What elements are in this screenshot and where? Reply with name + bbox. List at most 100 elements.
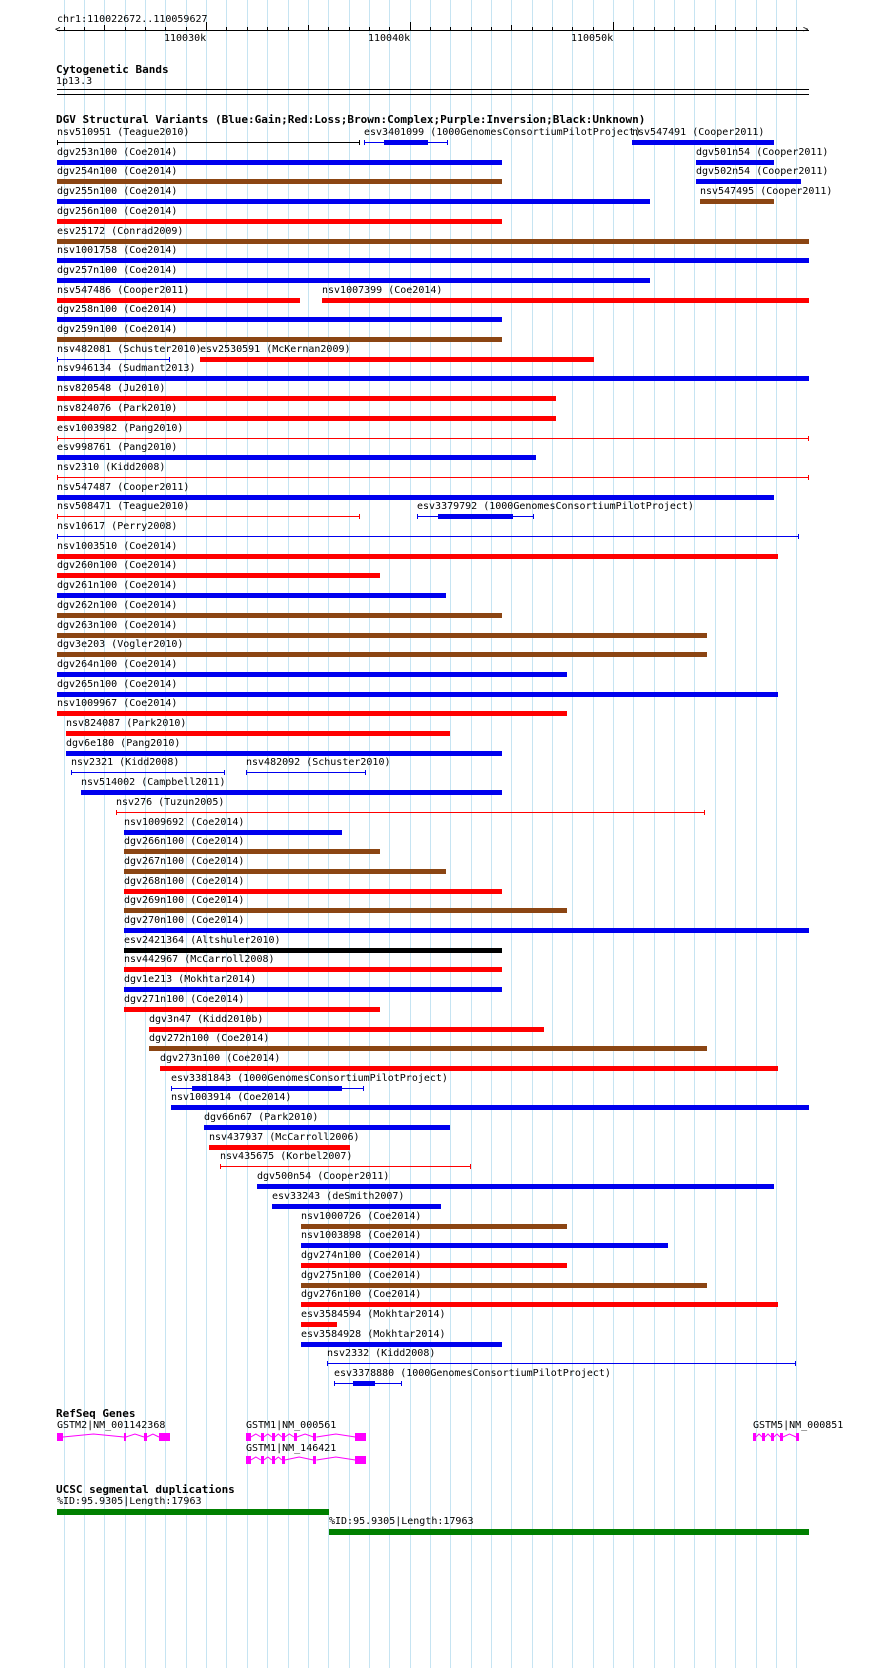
ruler-minor-tick	[267, 27, 268, 30]
dgv-feature-bar	[200, 357, 594, 362]
dgv-feature-label: nsv1000726 (Coe2014)	[301, 1211, 422, 1222]
dgv-feature-end-tick	[808, 436, 809, 441]
dgv-feature-end-tick	[365, 770, 366, 775]
dgv-feature-bar	[57, 554, 778, 559]
dgv-feature-label: dgv3n47 (Kidd2010b)	[149, 1014, 264, 1025]
grid-line	[756, 0, 757, 1668]
dgv-feature-end-tick	[401, 1381, 402, 1386]
dgv-feature-bar	[57, 376, 809, 381]
refseq-exon	[282, 1456, 285, 1464]
grid-line	[511, 0, 512, 1668]
dgv-feature-end-tick	[220, 1164, 221, 1169]
dgv-feature-bar	[124, 869, 446, 874]
dgv-feature-label: dgv259n100 (Coe2014)	[57, 324, 178, 335]
dgv-feature-bar	[57, 573, 380, 578]
dgv-feature-bar	[301, 1342, 502, 1347]
ruler-minor-tick	[104, 25, 105, 30]
dgv-feature-bar	[322, 298, 809, 303]
refseq-track-title: RefSeq Genes	[56, 1407, 136, 1420]
dgv-feature-label: nsv10617 (Perry2008)	[57, 521, 178, 532]
dgv-feature-label: esv3401099 (1000GenomesConsortiumPilotPr…	[364, 127, 641, 138]
dgv-feature-block	[353, 1381, 375, 1386]
ruler-coords: chr1:110022672..110059627	[57, 14, 208, 25]
grid-line	[430, 0, 431, 1668]
dgv-feature-label: dgv66n67 (Park2010)	[204, 1112, 319, 1123]
dgv-feature-bar	[124, 948, 502, 953]
dgv-feature-label: dgv255n100 (Coe2014)	[57, 186, 178, 197]
ruler-minor-tick	[776, 27, 777, 30]
dgv-feature-label: nsv510951 (Teague2010)	[57, 127, 190, 138]
dgv-feature-label: nsv1003510 (Coe2014)	[57, 541, 178, 552]
dgv-feature-line	[220, 1166, 471, 1167]
dgv-feature-label: esv3381843 (1000GenomesConsortiumPilotPr…	[171, 1073, 448, 1084]
ruler-minor-tick	[491, 27, 492, 30]
grid-line	[450, 0, 451, 1668]
dgv-feature-label: nsv2321 (Kidd2008)	[71, 757, 180, 768]
grid-line	[735, 0, 736, 1668]
dgv-feature-end-tick	[364, 140, 365, 145]
dgv-feature-bar	[160, 1066, 778, 1071]
dgv-feature-label: dgv266n100 (Coe2014)	[124, 836, 245, 847]
dgv-feature-bar	[171, 1105, 809, 1110]
ruler-minor-tick	[226, 27, 227, 30]
grid-line	[552, 0, 553, 1668]
refseq-exon	[313, 1433, 316, 1441]
dgv-feature-label: esv998761 (Pang2010)	[57, 442, 178, 453]
dgv-feature-bar	[57, 711, 567, 716]
dgv-feature-bar	[149, 1046, 707, 1051]
dgv-feature-bar	[696, 179, 801, 184]
dgv-feature-bar	[57, 239, 809, 244]
ruler-minor-tick	[308, 25, 309, 30]
grid-line	[694, 0, 695, 1668]
ruler-minor-tick	[694, 27, 695, 30]
dgv-feature-end-tick	[798, 534, 799, 539]
refseq-exon	[753, 1433, 756, 1441]
dgv-feature-end-tick	[224, 770, 225, 775]
refseq-exon	[355, 1456, 366, 1464]
refseq-exon	[780, 1433, 783, 1441]
dgv-feature-bar	[632, 140, 774, 145]
dgv-feature-line	[327, 1363, 796, 1364]
dgv-feature-bar	[209, 1145, 350, 1150]
ruler-minor-tick	[593, 27, 594, 30]
dgv-feature-line	[57, 438, 809, 439]
dgv-feature-bar	[57, 219, 502, 224]
dgv-feature-end-tick	[57, 534, 58, 539]
ruler-minor-tick	[450, 27, 451, 30]
refseq-exon	[57, 1433, 63, 1441]
dgv-feature-label: dgv265n100 (Coe2014)	[57, 679, 178, 690]
dgv-feature-bar	[124, 889, 502, 894]
dgv-feature-end-tick	[704, 810, 705, 815]
dgv-feature-label: nsv1003914 (Coe2014)	[171, 1092, 292, 1103]
ruler-minor-tick	[328, 27, 329, 30]
ruler-left-arrow-icon: <	[55, 25, 61, 35]
grid-line	[593, 0, 594, 1668]
refseq-exon	[796, 1433, 799, 1441]
dgv-feature-label: esv25172 (Conrad2009)	[57, 226, 184, 237]
dgv-feature-bar	[66, 731, 450, 736]
dgv-feature-end-tick	[334, 1381, 335, 1386]
ruler-minor-tick	[349, 27, 350, 30]
ruler-minor-tick	[288, 27, 289, 30]
dgv-feature-line	[57, 477, 809, 478]
refseq-gene-intron	[250, 1456, 356, 1461]
refseq-exon	[246, 1456, 251, 1464]
dgv-feature-label: nsv2332 (Kidd2008)	[327, 1348, 436, 1359]
grid-line	[776, 0, 777, 1668]
dgv-feature-label: nsv1003898 (Coe2014)	[301, 1230, 422, 1241]
dgv-feature-label: dgv274n100 (Coe2014)	[301, 1250, 422, 1261]
dgv-feature-bar	[124, 908, 567, 913]
dgv-feature-label: esv3584928 (Mokhtar2014)	[301, 1329, 446, 1340]
ruler-right-arrow-icon: >	[803, 25, 809, 35]
ruler-minor-tick	[471, 27, 472, 30]
dgv-feature-block	[192, 1086, 342, 1091]
refseq-exon	[272, 1456, 275, 1464]
dgv-feature-bar	[57, 160, 502, 165]
dgv-feature-label: esv2530591 (McKernan2009)	[200, 344, 351, 355]
dgv-feature-end-tick	[57, 475, 58, 480]
segdup-feature-bar	[57, 1509, 329, 1515]
dgv-feature-label: nsv824076 (Park2010)	[57, 403, 178, 414]
dgv-feature-label: dgv6e180 (Pang2010)	[66, 738, 181, 749]
dgv-feature-bar	[204, 1125, 450, 1130]
dgv-feature-line	[116, 812, 705, 813]
